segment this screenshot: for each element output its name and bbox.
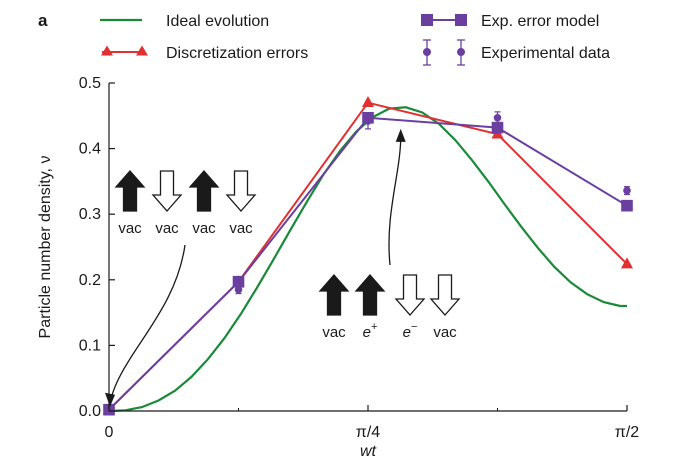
state-label: vac [322, 324, 346, 341]
state-label: e− [403, 321, 418, 341]
exp-error-model-line [108, 116, 628, 411]
y-axis-label: Particle number density, ν [37, 156, 54, 339]
state-label: vac [192, 220, 216, 237]
ideal-evolution-curve [108, 106, 627, 413]
exp-error-model-marker [491, 121, 504, 134]
spin-down-arrow-icon [151, 170, 183, 212]
legend-model-marker [421, 14, 433, 26]
pointer-arrowhead-icon [105, 392, 115, 407]
state-label: vac [433, 324, 457, 341]
state-label: vac [229, 220, 253, 237]
panel-label: a [38, 11, 48, 30]
state-label: vac [155, 220, 179, 237]
state-label: vac [118, 220, 142, 237]
exp-error-model-marker [232, 275, 245, 288]
y-tick-label: 0.1 [79, 337, 101, 354]
spin-down-arrow-icon [225, 170, 257, 212]
spin-up-arrow-icon [114, 170, 146, 212]
legend-model-marker [455, 14, 467, 26]
legend: Ideal evolution Discretization errors Ex… [100, 13, 610, 66]
y-tick-label: 0.4 [79, 141, 101, 158]
experimental-data-point [623, 186, 631, 195]
discretization-errors-line [108, 101, 628, 411]
legend-discretization-label: Discretization errors [166, 45, 308, 62]
state-label: e+ [363, 321, 378, 341]
x-tick-label: π/4 [356, 424, 380, 441]
exp-error-model-marker [621, 199, 633, 212]
experimental-data-point [493, 113, 502, 122]
legend-experimental-marker-dot [457, 48, 465, 56]
legend-experimental-label: Experimental data [481, 45, 610, 62]
legend-ideal-label: Ideal evolution [166, 13, 269, 30]
spin-up-arrow-icon [354, 274, 386, 316]
discretization-errors-marker [361, 96, 375, 107]
discretization-errors-marker [620, 257, 634, 269]
legend-model-label: Exp. error model [481, 13, 599, 30]
spin-down-arrow-icon [394, 274, 426, 316]
x-axis-label: wt [360, 443, 377, 460]
legend-experimental-marker [423, 39, 465, 66]
legend-discretization-marker [136, 45, 148, 56]
experimental-data-point [234, 285, 243, 294]
y-tick-label: 0.0 [79, 403, 101, 420]
spin-up-arrow-icon [318, 274, 350, 316]
pointer-arrow-line [109, 244, 186, 403]
exp-error-model-marker [362, 111, 374, 124]
x-tick-label: 0 [105, 424, 114, 441]
spin-down-arrow-icon [429, 274, 461, 316]
y-tick-label: 0.5 [79, 75, 101, 92]
pointer-arrow-line [388, 138, 402, 266]
spin-up-arrow-icon [188, 170, 220, 212]
legend-discretization-marker [101, 45, 113, 56]
y-tick-label: 0.3 [79, 206, 101, 223]
pointer-arrowhead-icon [395, 128, 406, 142]
y-tick-label: 0.2 [79, 272, 101, 289]
x-tick-label: π/2 [615, 424, 639, 441]
plot-area [102, 96, 634, 416]
axes: 0.0 0.1 0.2 0.3 0.4 0.5 0 π/4 π/2 [79, 75, 640, 441]
legend-experimental-marker-dot [423, 48, 431, 56]
